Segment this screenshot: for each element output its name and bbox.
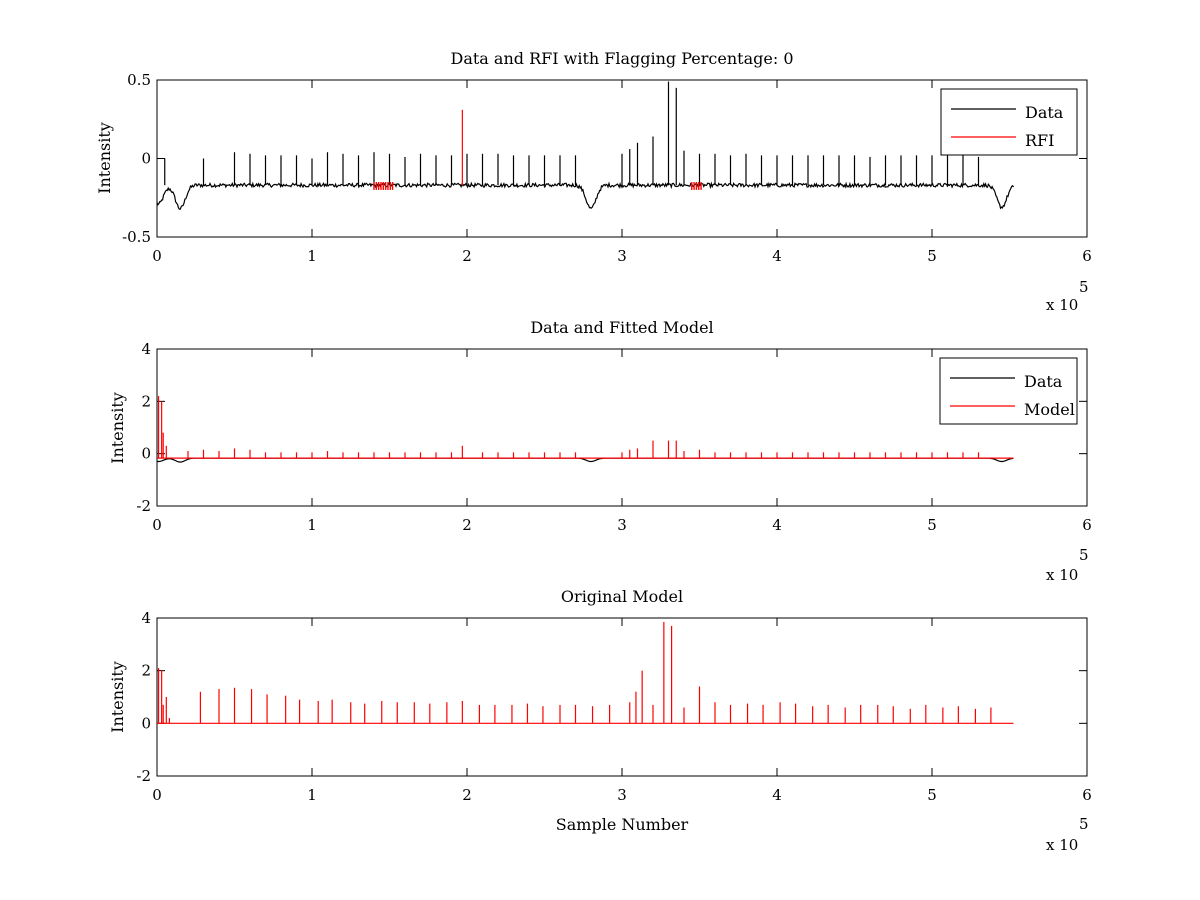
panel-3-ytick-label: -2: [136, 767, 151, 785]
panel-2-xtick-label: 1: [307, 516, 317, 534]
panel-3-xtick-label: 0: [152, 786, 162, 804]
panel-3-x-multiplier: x 10: [1046, 836, 1078, 854]
panel-2-xtick-label: 0: [152, 516, 162, 534]
panel-1-xtick-label: 5: [927, 247, 937, 265]
panel-1-xtick-label: 3: [617, 247, 627, 265]
panel-1-ytick-label: 0: [141, 150, 151, 168]
panel-2-legend: Data Model: [939, 357, 1078, 425]
panel-2-x-multiplier: x 10: [1046, 566, 1078, 584]
panel-2-xtick-label: 5: [927, 516, 937, 534]
panel-3-title: Original Model: [561, 587, 683, 606]
panel-2-x-exponent: 5: [1079, 546, 1089, 564]
panel-3-xtick-label: 5: [927, 786, 937, 804]
panel-2-legend-label-model: Model: [1024, 400, 1075, 419]
panel-1-xtick-label: 6: [1082, 247, 1092, 265]
panel-3-xtick-label: 3: [617, 786, 627, 804]
panel-2-legend-label-data: Data: [1024, 372, 1063, 391]
panel-1-xtick-label: 4: [772, 247, 782, 265]
panel-2-xtick-label: 2: [462, 516, 472, 534]
panel-2-ytick-label: 0: [141, 445, 151, 463]
panel-3-xlabel: Sample Number: [556, 815, 689, 834]
panel-2-title: Data and Fitted Model: [530, 318, 713, 337]
panel-2-ytick-label: 4: [141, 340, 151, 358]
panel-1-xtick-label: 0: [152, 247, 162, 265]
panel-3-ytick-label: 4: [141, 609, 151, 627]
panel-3-xtick-label: 4: [772, 786, 782, 804]
panel-2: Data and Fitted Model Intensity x 10 5 0…: [108, 318, 1092, 584]
panel-2-xtick-label: 6: [1082, 516, 1092, 534]
panel-3-xtick-label: 1: [307, 786, 317, 804]
panel-1: Data and RFI with Flagging Percentage: 0…: [95, 49, 1092, 314]
panel-1-xtick-label: 1: [307, 247, 317, 265]
panel-3-ytick-label: 2: [141, 662, 151, 680]
panel-2-ytick-label: -2: [136, 497, 151, 515]
panel-2-xtick-label: 4: [772, 516, 782, 534]
panel-1-title: Data and RFI with Flagging Percentage: 0: [450, 49, 793, 68]
panel-1-ytick-label: 0.5: [127, 71, 151, 89]
panel-3: Original Model Intensity Sample Number x…: [108, 587, 1092, 854]
panel-1-x-multiplier: x 10: [1046, 296, 1078, 314]
panel-1-legend: Data RFI: [940, 88, 1078, 156]
panel-1-xtick-label: 2: [462, 247, 472, 265]
panel-1-ytick-label: -0.5: [122, 228, 151, 246]
panel-1-legend-box: [940, 88, 1078, 156]
panel-3-xtick-label: 6: [1082, 786, 1092, 804]
panel-2-ylabel: Intensity: [108, 392, 127, 464]
panel-1-x-exponent: 5: [1079, 278, 1089, 296]
panel-3-ylabel: Intensity: [108, 661, 127, 733]
panel-3-ytick-label: 0: [141, 714, 151, 732]
panel-1-legend-label-data: Data: [1025, 103, 1064, 122]
panel-1-series-data-line: [157, 181, 1015, 210]
panel-2-xtick-label: 3: [617, 516, 627, 534]
panel-1-legend-label-rfi: RFI: [1025, 131, 1054, 150]
panel-2-ytick-label: 2: [141, 392, 151, 410]
panel-2-legend-box: [939, 357, 1078, 425]
panel-1-ylabel: Intensity: [95, 122, 114, 194]
panel-3-x-exponent: 5: [1079, 815, 1089, 833]
panel-3-xtick-label: 2: [462, 786, 472, 804]
